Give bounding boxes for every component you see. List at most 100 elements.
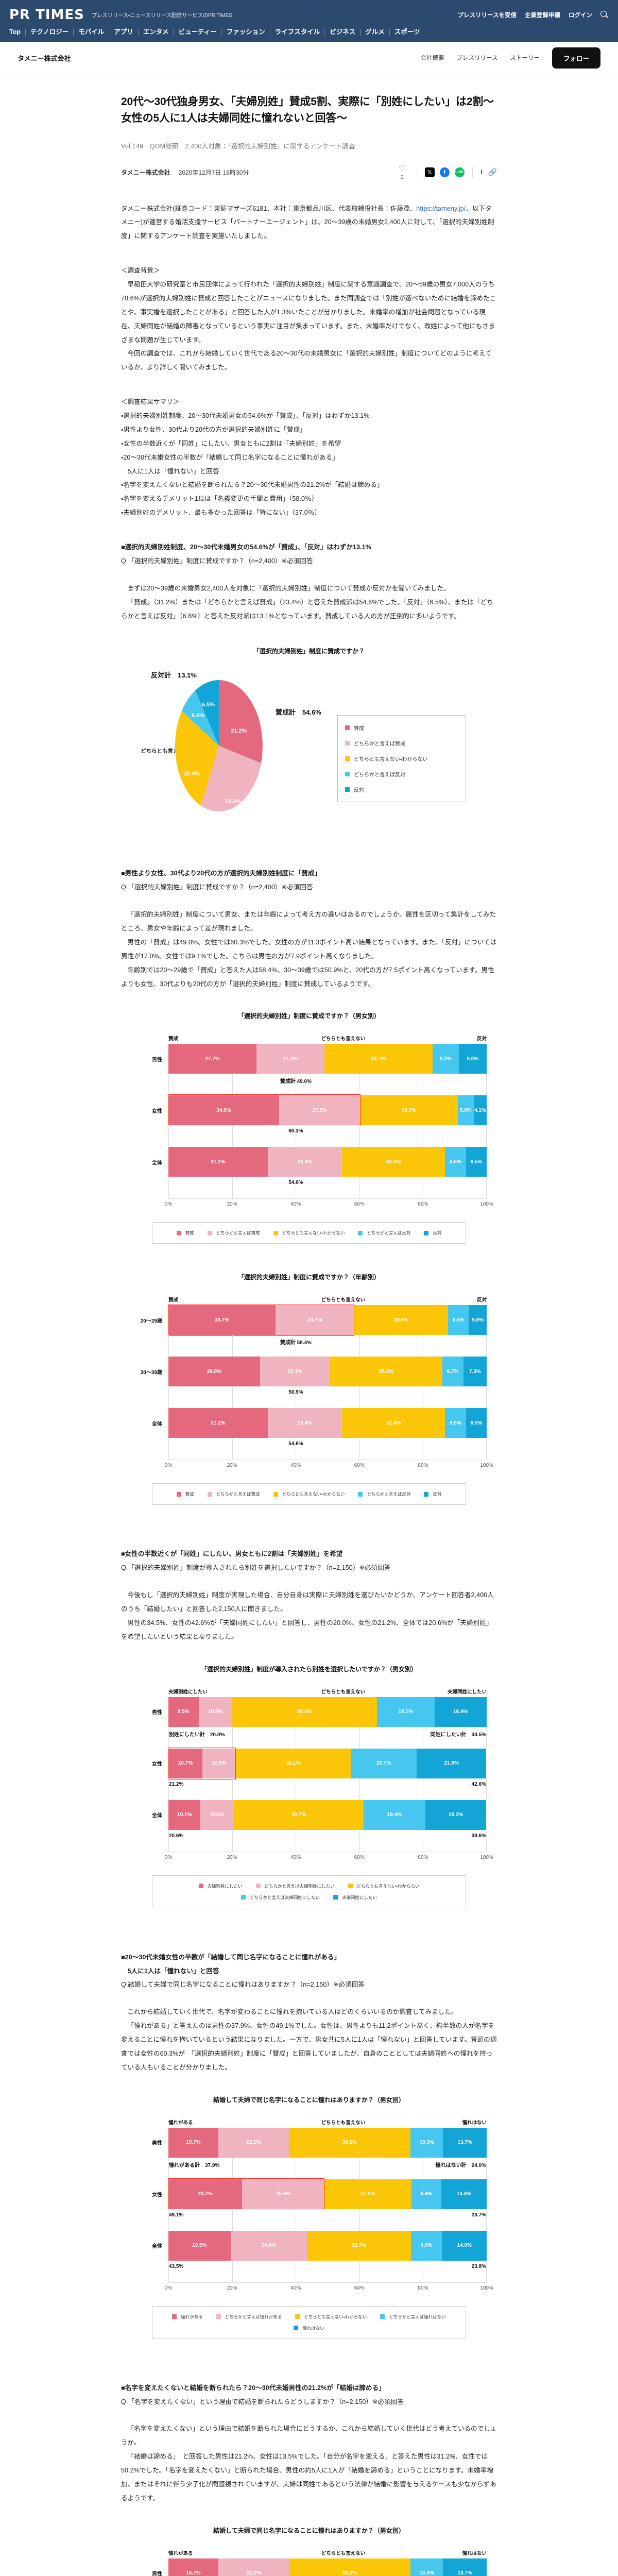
summary-item-1: ・男性より女性、30代より20代の方が選択的夫婦別姓に「賛成」 [121, 426, 306, 433]
row-total-right: 23.8% [471, 2263, 486, 2269]
chart-row: 男性 15.7% 22.2% 38.2% 10.3% 13.7% [121, 2127, 497, 2158]
bar-segment: 19.4% [363, 1800, 425, 1830]
category-fashion[interactable]: ファッション [222, 29, 270, 36]
link-icon[interactable]: 🔗 [488, 168, 497, 177]
category-sports[interactable]: スポーツ [394, 28, 420, 36]
header-left: 憧れがある [168, 2550, 193, 2556]
bar-segment: 33.7% [168, 1305, 276, 1335]
summary-item-2: ・女性の半数近くが「同姓」にしたい、男女ともに2割は「夫婦別姓」を希望 [121, 439, 341, 447]
row-total-left: 43.5% [169, 2263, 184, 2269]
bar-segment: 23.4% [267, 1147, 342, 1177]
lead-text-a: タメニー株式会社(証券コード：東証マザーズ6181、本社：東京都品川区、代表取締… [121, 205, 417, 212]
x-tick: 100% [480, 2285, 493, 2291]
bar-segment: 38.2% [288, 2127, 410, 2158]
header-right: 憧れはない [462, 2120, 487, 2126]
row-track: 9.5% 10.5% 45.5% 18.1% 16.4% [168, 1697, 487, 1727]
x-tick: 0% [164, 1201, 173, 1208]
category-technology[interactable]: テクノロジー [26, 29, 74, 36]
meta-company-name[interactable]: タメニー株式会社 [121, 169, 170, 177]
bar-segment: 29.6% [354, 1305, 449, 1335]
bar-segment: 10.3% [410, 2127, 443, 2158]
category-business[interactable]: ビジネス [325, 29, 361, 36]
legend-item: どちらかと言えば憧れはない [380, 2314, 446, 2320]
facebook-share-icon[interactable]: f [439, 167, 450, 178]
bar-segment: 6.5% [466, 1147, 487, 1177]
x-tick: 20% [227, 1463, 237, 1469]
category-gourmet[interactable]: グルメ [360, 29, 390, 36]
category-app[interactable]: アプリ [109, 29, 139, 36]
bar-segment: 15.7% [168, 2127, 218, 2158]
pie-value-2: 32.4% [184, 771, 200, 777]
legend-label: どちらかと言えば憧れはない [389, 2314, 446, 2319]
prtimes-logo[interactable]: PR TIMES [9, 7, 84, 23]
background-heading: ＜調査背景＞ [121, 267, 160, 275]
page-title: 20代〜30代独身男女、「夫婦別姓」賛成5割、実際に「別姓にしたい」は2割〜女性… [121, 95, 494, 125]
chart-gender-sansei: 「選択的夫婦別姓」制度に賛成ですか？（男女別） 賛成 どちらとも言えない 反対 男性 27… [121, 1011, 497, 1244]
section3-paragraph-1: 今後もし「選択的夫婦別姓」制度が実現した場合、自分自身は実際に夫婦別姓を選びたい… [121, 1591, 494, 1613]
tameny-link[interactable]: https://tameny.jp/ [416, 205, 466, 212]
header-right: 反対 [476, 1297, 487, 1303]
meta-publish-date: 2020年12月7日 16時30分 [178, 169, 249, 177]
chart-row: 女性 23.2% 25.9% 27.2% 9.4% 14.3% [121, 2178, 497, 2210]
legend-item: どちらかと言えば憧れがある [216, 2314, 282, 2320]
legend-item: 賛成 [176, 1491, 194, 1497]
category-mobile[interactable]: モバイル [74, 29, 110, 36]
download-icon[interactable]: ⭳ [480, 167, 483, 176]
category-lifestyle[interactable]: ライフスタイル [270, 29, 325, 36]
bar-segment: 10.7% [168, 1748, 203, 1778]
category-top[interactable]: Top [9, 29, 26, 36]
line-share-icon[interactable]: LINE [454, 167, 465, 178]
nav-receive-pressrelease[interactable]: プレスリリースを受信 [457, 12, 517, 19]
row-track: 34.8% 25.5% 30.7% 5.0% 4.1% [168, 1094, 487, 1127]
divider [472, 166, 473, 178]
search-icon[interactable] [600, 11, 609, 19]
section2-paragraph-3: 年齢別では20〜29歳で「賛成」と答えた人は58.4%、30〜39歳では50.9… [121, 966, 494, 988]
bar-segment: 13.7% [443, 2127, 487, 2158]
category-entertainment[interactable]: エンタメ [139, 29, 174, 36]
chart-column-headers: 賛成 どちらとも言えない 反対 [168, 1296, 487, 1305]
chart-title: 結婚して夫婦で同じ名字になることに憧れはありますか？（男女別） [213, 2096, 405, 2104]
section2-heading: ■男性より女性、30代より20代の方が選択的夫婦別姓制度に「賛成」 [121, 870, 321, 877]
row-label: 全体 [152, 1160, 162, 1166]
follow-button[interactable]: フォロー [552, 47, 600, 69]
bar-segment: 6.7% [442, 1357, 464, 1387]
nav-company-registration[interactable]: 企業登録申請 [525, 12, 560, 19]
section2-paragraph-1: 「選択的夫婦別姓」制度について男女、または年齢によって考え方の違いはあるのでしょ… [121, 911, 496, 933]
bar-segment: 7.3% [463, 1357, 487, 1387]
heart-icon[interactable]: ♡ [398, 164, 406, 173]
site-tagline: プレスリリース・ニュースリリース配信サービスのPR TIMES [91, 12, 232, 19]
pie-value-1: 23.4% [225, 799, 242, 805]
category-beauty[interactable]: ビューティー [174, 29, 222, 36]
legend-label-2: どちらとも言えない・わからない [354, 757, 428, 763]
bar-segment: 20.7% [351, 1748, 417, 1778]
section3-heading: ■女性の半数近くが「同姓」にしたい、男女ともに2割は「夫婦別姓」を希望 [121, 1550, 343, 1558]
row-label: 全体 [152, 1813, 162, 1819]
like-count: 2 [400, 174, 404, 180]
background-paragraph-1: 早稲田大学の研究室と市民団体によって行われた「選択的夫婦別姓」制度に関する意識調… [121, 281, 496, 344]
company-tab-story[interactable]: ストーリー [510, 55, 540, 61]
row-total-strip: 49.1% 23.7% [168, 2209, 487, 2231]
x-tick: 40% [290, 1201, 301, 1208]
x-tick: 60% [354, 1463, 365, 1469]
legend-item: どちらかと言えば賛成 [207, 1491, 260, 1497]
section2-paragraph-2: 男性の「賛成」は49.0%、女性では60.3%でした。女性の方が11.3ポイント… [121, 938, 497, 960]
row-total: 54.6% [288, 1441, 303, 1447]
category-nav: Top テクノロジー モバイル アプリ エンタメ ビューティー ファッション ラ… [0, 27, 618, 42]
chart-title: 「選択的夫婦別姓」制度が導入されたら別姓を選択したいですか？（男女別） [201, 1665, 417, 1673]
like-button[interactable]: ♡ 2 [396, 164, 409, 180]
row-total-strip: 54.6% [168, 1177, 487, 1199]
nav-login[interactable]: ログイン [569, 12, 592, 19]
x-share-icon[interactable]: 𝕏 [424, 167, 435, 178]
x-tick: 80% [418, 1463, 428, 1469]
chart-pie-sansei: 「選択的夫婦別姓」制度に賛成ですか？ 反対計 13.1% 賛成計 54.6% ど… [121, 647, 497, 824]
bar-segment: 32.7% [306, 2230, 411, 2261]
company-bar: タメニー株式会社 会社概要 プレスリリース ストーリー フォロー [0, 42, 618, 74]
company-name[interactable]: タメニー株式会社 [18, 54, 71, 62]
summary-item-6: ・名字を変えるデメリット1位は「名義変更の手間と費用」（58.0％） [121, 495, 318, 503]
article-meta: タメニー株式会社 2020年12月7日 16時30分 ♡ 2 𝕏 f LINE … [121, 164, 497, 180]
company-tab-pressreleases[interactable]: プレスリリース [456, 55, 498, 61]
chart-legend: 夫婦別姓にしたい どちらかと言えば夫婦別姓にしたい どちらとも言えない・わからないど… [152, 1875, 466, 1908]
row-label: 男性 [152, 1710, 162, 1716]
bar-segment: 19.2% [425, 1800, 487, 1830]
company-tab-overview[interactable]: 会社概要 [420, 55, 444, 61]
